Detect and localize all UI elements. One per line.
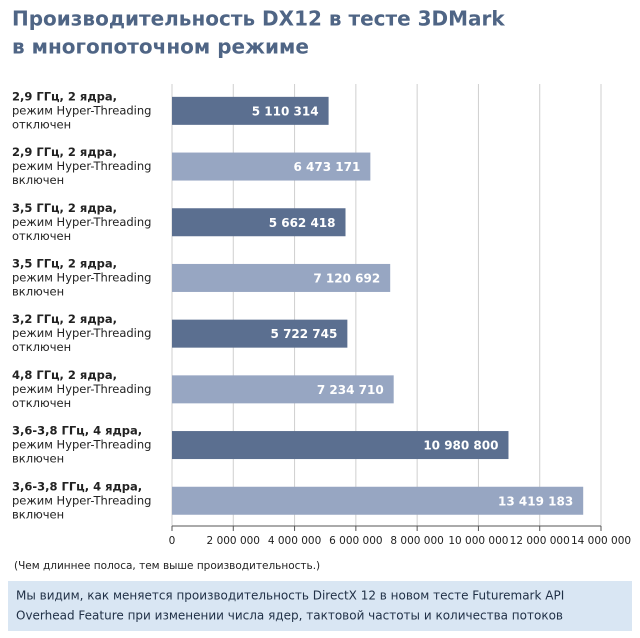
category-label: 4,8 ГГц, 2 ядра, (12, 368, 117, 382)
value-label: 6 473 171 (294, 160, 361, 174)
bar (172, 375, 394, 404)
category-label: 3,5 ГГц, 2 ядра, (12, 256, 117, 270)
bar (172, 263, 391, 292)
bar (172, 208, 346, 237)
category-label: 3,6-3,8 ГГц, 4 ядра, (12, 424, 142, 438)
note: (Чем длиннее полоса, тем выше производит… (14, 560, 320, 572)
x-tick-label: 0 (169, 535, 176, 547)
chart-title: в многопоточном режиме (12, 35, 309, 59)
category-label: включен (12, 284, 64, 298)
category-label: режим Hyper-Threading (12, 438, 151, 452)
category-label: режим Hyper-Threading (12, 270, 151, 284)
x-tick-label: 6 000 000 (329, 535, 382, 547)
bar (172, 96, 329, 125)
value-label: 5 110 314 (252, 104, 319, 118)
x-tick-label: 12 000 000 (510, 535, 570, 547)
bar (172, 486, 584, 515)
category-label: отключен (12, 340, 71, 354)
value-label: 13 419 183 (498, 494, 573, 508)
value-label: 10 980 800 (423, 439, 498, 453)
category-label: режим Hyper-Threading (12, 103, 151, 117)
category-label: режим Hyper-Threading (12, 382, 151, 396)
category-label: режим Hyper-Threading (12, 159, 151, 173)
x-tick-label: 14 000 000 (571, 535, 631, 547)
caption: Мы видим, как меняется производительност… (16, 589, 564, 603)
value-label: 7 120 692 (313, 271, 380, 285)
category-label: отключен (12, 229, 71, 243)
category-label: 2,9 ГГц, 2 ядра, (12, 89, 117, 103)
category-label: режим Hyper-Threading (12, 326, 151, 340)
value-label: 7 234 710 (317, 383, 384, 397)
x-tick-label: 10 000 000 (448, 535, 508, 547)
value-label: 5 722 745 (271, 327, 338, 341)
caption-box (8, 581, 632, 631)
category-label: 3,6-3,8 ГГц, 4 ядра, (12, 479, 142, 493)
bar (172, 152, 371, 181)
x-tick-label: 4 000 000 (268, 535, 321, 547)
bar (172, 319, 348, 348)
category-label: 3,5 ГГц, 2 ядра, (12, 201, 117, 215)
caption: Overhead Feature при изменении числа яде… (16, 609, 563, 623)
bar (172, 431, 509, 460)
category-label: отключен (12, 117, 71, 131)
category-label: включен (12, 173, 64, 187)
category-label: включен (12, 452, 64, 466)
category-label: 3,2 ГГц, 2 ядра, (12, 312, 117, 326)
x-tick-label: 2 000 000 (207, 535, 260, 547)
chart-title: Производительность DX12 в тесте 3DMark (12, 7, 505, 31)
category-label: режим Hyper-Threading (12, 493, 151, 507)
category-label: режим Hyper-Threading (12, 215, 151, 229)
x-tick-label: 8 000 000 (390, 535, 443, 547)
category-label: 2,9 ГГц, 2 ядра, (12, 145, 117, 159)
category-label: включен (12, 507, 64, 521)
category-label: отключен (12, 396, 71, 410)
value-label: 5 662 418 (269, 216, 336, 230)
